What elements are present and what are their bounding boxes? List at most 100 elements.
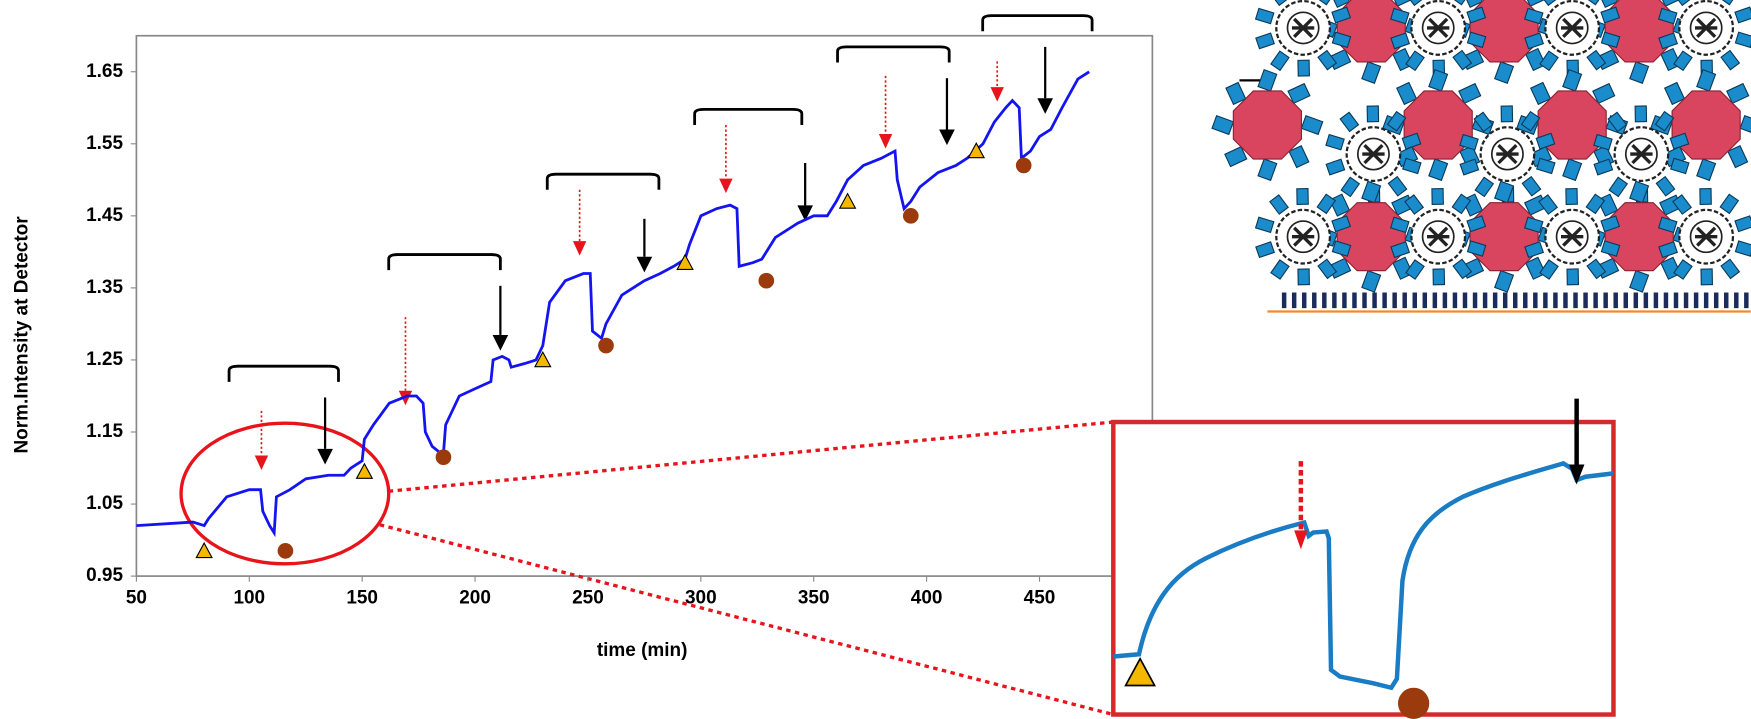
comb (1362, 292, 1367, 309)
zoom-line (379, 523, 1114, 717)
blue-block (1585, 0, 1606, 6)
y-tick-label: 1.35 (86, 277, 123, 298)
blue-block (1565, 188, 1578, 205)
comb (1291, 292, 1297, 309)
comb (1312, 292, 1317, 309)
comb (1613, 292, 1618, 309)
blue-block (1254, 7, 1275, 25)
blue-block (1297, 268, 1310, 286)
x-tick-label: 50 (126, 587, 147, 608)
triangle-marker (838, 192, 857, 209)
comb (1563, 292, 1568, 309)
comb (1583, 292, 1588, 309)
blue-block (1521, 175, 1542, 197)
x-tick-label: 400 (911, 587, 943, 608)
blue-block (1257, 68, 1278, 92)
blue-block (1672, 194, 1693, 215)
comb (1724, 292, 1729, 309)
blue-block (1600, 6, 1621, 24)
blue-block (1592, 82, 1616, 105)
triangle-marker (195, 541, 213, 559)
blue-block (1224, 146, 1248, 168)
blue-block (1663, 81, 1686, 106)
comb (1342, 292, 1347, 309)
comb (1703, 292, 1709, 309)
blue-block (1629, 269, 1650, 293)
blue-block (1530, 81, 1552, 106)
y-tick-label: 1.55 (86, 133, 123, 154)
data-line (136, 70, 1090, 538)
comb (1643, 292, 1649, 309)
blue-block (1300, 114, 1324, 136)
circle-marker (277, 543, 294, 559)
red-arrow-head (878, 133, 893, 149)
blue-block (1700, 268, 1714, 286)
blue-block (1361, 180, 1382, 204)
red-octagon (1604, 202, 1674, 272)
blue-block (1316, 193, 1337, 215)
blue-block (1317, 49, 1338, 71)
y-tick-label: 1.25 (86, 349, 123, 370)
blue-block (1331, 215, 1352, 233)
gear-cross (1291, 17, 1315, 39)
blue-block (1452, 258, 1473, 280)
blue-block (1325, 133, 1345, 151)
gear-cross (1291, 226, 1315, 247)
blue-block (1658, 32, 1679, 50)
comb (1352, 292, 1357, 309)
triangle-marker (534, 350, 552, 368)
blue-block (1539, 259, 1559, 280)
comb (1693, 292, 1699, 309)
comb (1553, 292, 1558, 309)
blue-block (1331, 240, 1352, 257)
triangle-marker (967, 142, 986, 159)
red-octagon (1403, 90, 1473, 160)
blue-block (1401, 132, 1422, 150)
bracket (387, 253, 502, 271)
comb (1402, 292, 1407, 309)
blue-block (1629, 180, 1650, 204)
blue-block (1672, 0, 1693, 7)
blue-block (1655, 175, 1676, 197)
blue-block (1634, 105, 1648, 123)
y-tick-label: 1.05 (86, 493, 123, 514)
blue-block (1432, 268, 1446, 286)
comb (1442, 292, 1448, 309)
inset-circle (1398, 687, 1430, 719)
comb (1412, 292, 1417, 309)
blue-block (1539, 50, 1559, 72)
schematic (1211, 0, 1751, 313)
x-tick-label: 150 (346, 587, 378, 608)
blue-block (1562, 68, 1583, 92)
gear-cross (1427, 226, 1450, 247)
blue-block (1657, 216, 1678, 234)
blue-block (1390, 241, 1411, 259)
black-arrow-head (636, 256, 653, 273)
blue-block (1287, 82, 1311, 105)
blue-block (1494, 61, 1515, 84)
blue-block (1607, 111, 1628, 133)
comb (1492, 292, 1498, 309)
comb (1512, 292, 1518, 309)
blue-block (1459, 133, 1479, 151)
gear-cross (1362, 143, 1385, 165)
comb (1372, 292, 1377, 309)
blue-block (1331, 6, 1352, 24)
comb (1633, 292, 1639, 309)
comb (1653, 292, 1659, 309)
circle-marker (758, 272, 775, 289)
blue-block (1269, 194, 1289, 215)
blue-block (1658, 241, 1679, 259)
blue-block (1494, 180, 1515, 204)
comb (1422, 292, 1428, 309)
black-arrow-head (797, 205, 813, 222)
blue-block (1339, 111, 1360, 133)
blue-block (1727, 144, 1749, 169)
blue-block (1269, 0, 1289, 7)
comb (1593, 292, 1598, 309)
blue-block (1389, 216, 1410, 234)
blue-block (1673, 259, 1693, 280)
blue-block (1474, 176, 1495, 198)
blue-block (1696, 68, 1717, 92)
red-arrow-head (572, 241, 587, 256)
